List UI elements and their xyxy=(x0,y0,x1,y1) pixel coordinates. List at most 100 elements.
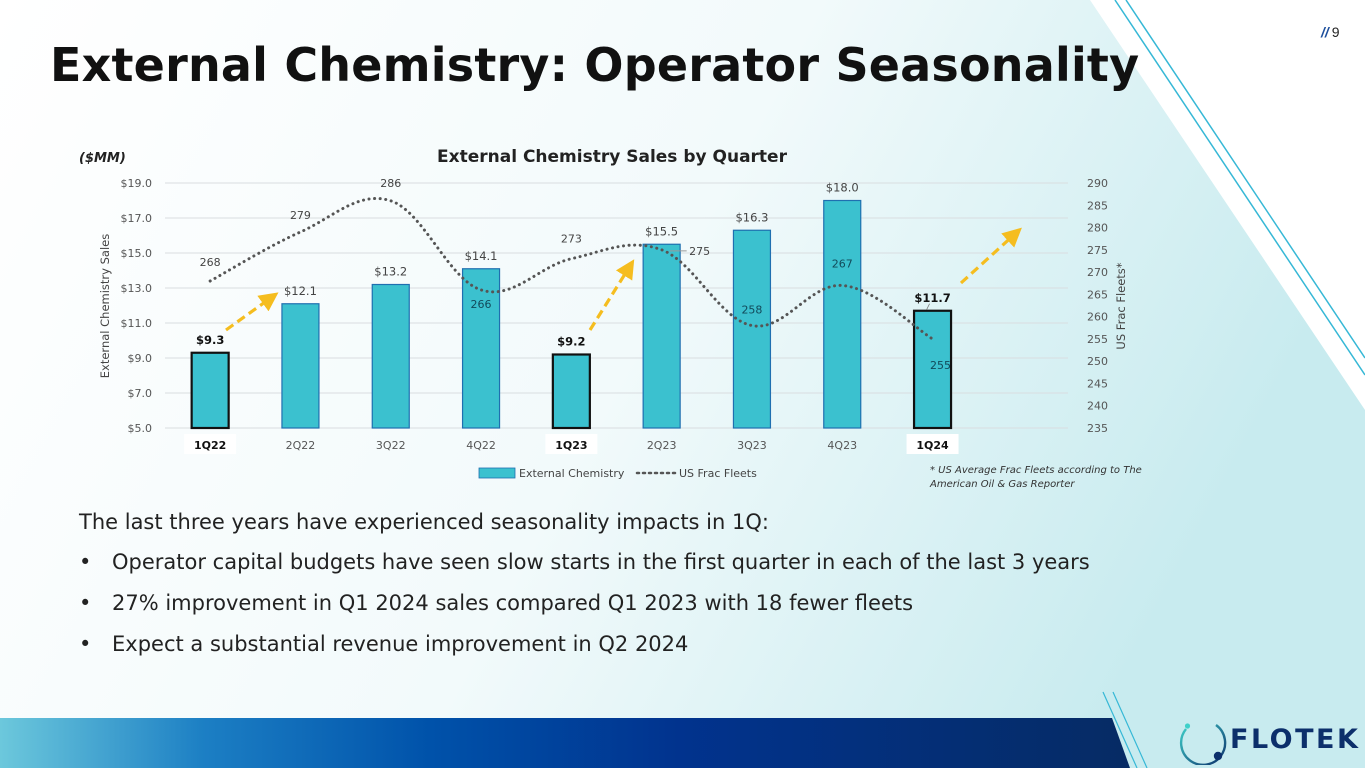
x-tick-label: 1Q22 xyxy=(194,439,226,452)
body-text: The last three years have experienced se… xyxy=(79,510,1090,671)
bar-1q23 xyxy=(551,353,591,430)
footnote-line-2: American Oil & Gas Reporter xyxy=(930,479,1075,490)
leader-line xyxy=(926,303,930,310)
bullet-text: Expect a substantial revenue improvement… xyxy=(112,632,689,656)
chart-legend: External Chemistry US Frac Fleets xyxy=(478,467,757,480)
bar-value-label: $14.1 xyxy=(465,249,498,263)
x-label-highlight-box xyxy=(184,434,237,454)
trend-arrow-1q23 xyxy=(588,259,635,331)
chart-title: External Chemistry Sales by Quarter xyxy=(437,147,788,167)
x-label-highlight-box xyxy=(906,434,959,454)
x-tick-label: 1Q23 xyxy=(555,439,587,452)
y-tick-label: $17.0 xyxy=(121,212,153,225)
bar-value-label: $11.7 xyxy=(914,291,950,305)
chart-footnote: * US Average Frac Fleets according to Th… xyxy=(930,464,1142,492)
intro-text: The last three years have experienced se… xyxy=(79,510,769,534)
page-number: //9 xyxy=(1321,24,1340,40)
line-value-label: 268 xyxy=(200,256,221,269)
trend-arrows xyxy=(225,227,1022,332)
y2-tick-label: 280 xyxy=(1087,222,1108,235)
footnote-line-1: * US Average Frac Fleets according to Th… xyxy=(930,465,1142,476)
line-value-label: 255 xyxy=(930,359,951,372)
trend-arrow-1q24 xyxy=(959,227,1022,285)
sales-chart: External Chemistry Sales by Quarter ($MM… xyxy=(79,147,1128,480)
y-tick-label: $13.0 xyxy=(121,282,153,295)
bar-2q22 xyxy=(281,303,320,429)
y-tick-label: $15.0 xyxy=(121,247,153,260)
x-tick-label: 4Q22 xyxy=(466,439,496,452)
x-tick-label: 4Q23 xyxy=(827,439,857,452)
y-tick-label: $7.0 xyxy=(128,387,153,400)
line-value-label: 267 xyxy=(832,257,853,270)
diagonal-line-1 xyxy=(1114,0,1365,376)
line-value-labels: 268 279 286 266 273 275 258 267 255 xyxy=(200,177,951,372)
x-axis-labels: 1Q22 2Q22 3Q22 4Q22 1Q23 2Q23 3Q23 4Q23 1Q24 xyxy=(184,434,959,454)
line-value-label: 279 xyxy=(290,209,311,222)
chart-unit-label: ($MM) xyxy=(79,151,126,166)
footer-band xyxy=(0,718,1130,768)
footer-diagonal-line-2 xyxy=(1112,691,1148,768)
y-axis-label: External Chemistry Sales xyxy=(98,234,112,378)
y2-tick-label: 235 xyxy=(1087,422,1108,435)
bullet-text: Operator capital budgets have seen slow … xyxy=(112,550,1090,574)
right-white-panel xyxy=(1090,0,1365,410)
x-tick-label: 3Q23 xyxy=(737,439,767,452)
bar-value-label: $12.1 xyxy=(284,284,317,298)
legend-label-external-chemistry: External Chemistry xyxy=(519,467,625,480)
y-tick-label: $19.0 xyxy=(121,177,153,190)
bar-value-label: $13.2 xyxy=(374,265,407,279)
bars xyxy=(190,199,953,430)
line-value-label: 273 xyxy=(561,233,582,246)
bar-value-label: $9.2 xyxy=(557,335,585,349)
bullet-item: • Expect a substantial revenue improvemen… xyxy=(79,630,1090,658)
y-axis-ticks: $5.0 $7.0 $9.0 $11.0 $13.0 $15.0 $17.0 $19.0 xyxy=(121,177,153,435)
line-value-label: 266 xyxy=(471,298,492,311)
bullet-item: • 27% improvement in Q1 2024 sales compar… xyxy=(79,589,1090,617)
x-tick-label: 2Q22 xyxy=(286,439,316,452)
x-label-highlight-box xyxy=(545,434,598,454)
bullet-glyph: • xyxy=(79,632,92,656)
bullet-list: • Operator capital budgets have seen slow… xyxy=(79,548,1090,658)
bar-value-labels: $9.3 $12.1 $13.2 $14.1 $9.2 $15.5 $16.3 $18.0 $1… xyxy=(196,181,951,349)
bullet-glyph: • xyxy=(79,591,92,615)
bullet-glyph: • xyxy=(79,550,92,574)
y-tick-label: $9.0 xyxy=(128,352,153,365)
x-tick-label: 3Q22 xyxy=(376,439,406,452)
y2-tick-label: 255 xyxy=(1087,333,1108,346)
trend-arrow-1q22 xyxy=(225,292,279,332)
footer-diagonal-line-1 xyxy=(1102,691,1138,768)
legend-label-frac-fleets: US Frac Fleets xyxy=(679,467,757,480)
y2-axis-label: US Frac Fleets* xyxy=(1114,262,1128,349)
x-tick-label: 1Q24 xyxy=(916,439,949,452)
page-number-value: 9 xyxy=(1331,24,1340,40)
diagonal-line-2 xyxy=(1125,0,1365,359)
legend-swatch-bar xyxy=(478,467,516,479)
y2-tick-label: 285 xyxy=(1087,199,1108,212)
bullet-item: • Operator capital budgets have seen slow… xyxy=(79,548,1090,576)
y2-tick-label: 265 xyxy=(1087,288,1108,301)
flotek-logo-icon xyxy=(1179,723,1227,765)
line-value-label: 258 xyxy=(741,304,762,317)
bullet-text: 27% improvement in Q1 2024 sales compare… xyxy=(112,591,914,615)
x-tick-label: 2Q23 xyxy=(647,439,677,452)
y2-tick-label: 240 xyxy=(1087,400,1108,413)
logo-text: FLOTEK xyxy=(1230,724,1361,755)
bar-value-label: $16.3 xyxy=(735,210,768,224)
y2-tick-label: 245 xyxy=(1087,377,1108,390)
y2-axis-ticks: 235 240 245 250 255 260 265 270 275 280 285 290 xyxy=(1087,177,1108,435)
y2-tick-label: 270 xyxy=(1087,266,1108,279)
y2-tick-label: 275 xyxy=(1087,244,1108,257)
bar-3q22 xyxy=(371,283,410,429)
line-value-label: 275 xyxy=(689,245,710,258)
bar-4q22 xyxy=(461,268,501,429)
y-tick-label: $5.0 xyxy=(128,422,153,435)
bar-value-label: $9.3 xyxy=(196,333,224,347)
page-slash: // xyxy=(1321,24,1329,40)
y-tick-label: $11.0 xyxy=(121,317,153,330)
bar-value-label: $15.5 xyxy=(645,224,678,238)
bar-1q24 xyxy=(912,309,953,430)
page-title: External Chemistry: Operator Seasonality xyxy=(50,38,1140,92)
bar-4q23 xyxy=(823,199,862,429)
bar-1q22 xyxy=(190,351,230,430)
bar-2q23 xyxy=(642,243,681,429)
